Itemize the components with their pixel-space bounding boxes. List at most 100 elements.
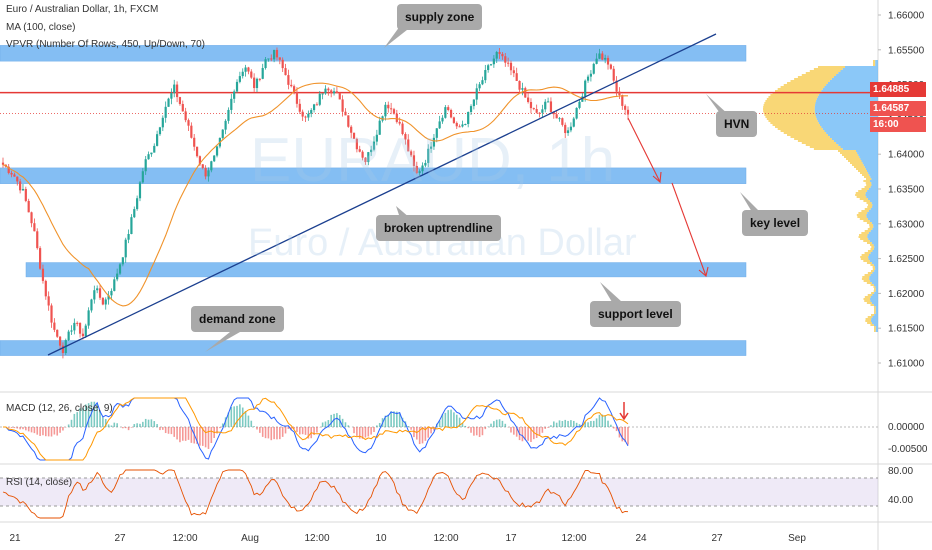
- candle-body: [24, 188, 27, 201]
- vpvr-bar-up: [765, 116, 817, 118]
- ma-legend[interactable]: MA (100, close): [6, 22, 76, 33]
- macd-hist-bar: [164, 427, 167, 434]
- vpvr-bar-up: [860, 172, 869, 174]
- vpvr-bar-down: [856, 150, 878, 152]
- time-tick-label: 10: [375, 533, 387, 544]
- vpvr-bar-down: [868, 238, 878, 240]
- vpvr-bar-down: [867, 198, 878, 200]
- candle-body: [347, 115, 350, 127]
- macd-hist-bar: [396, 411, 398, 427]
- vpvr-bar-down: [872, 204, 878, 206]
- callout-broken-uptrendline: broken uptrendline: [376, 215, 501, 241]
- macd-line: [3, 397, 629, 461]
- vpvr-bar-down: [875, 286, 878, 288]
- candle-body: [492, 58, 495, 65]
- time-tick-label: 24: [635, 533, 647, 544]
- candle-body: [253, 77, 256, 89]
- macd-hist-bar: [167, 427, 170, 434]
- vpvr-bar-up: [852, 164, 864, 166]
- vpvr-bar-up: [873, 286, 876, 288]
- macd-hist-bar: [572, 420, 575, 427]
- vpvr-bar-up: [864, 296, 871, 298]
- macd-hist-bar: [510, 427, 512, 433]
- vpvr-bar-down: [865, 168, 878, 170]
- vpvr-bar-down: [818, 94, 878, 96]
- vpvr-bar-down: [871, 262, 878, 264]
- candle-body: [472, 99, 475, 107]
- candle-body: [449, 109, 453, 118]
- macd-hist-bar: [555, 422, 558, 427]
- candle-body: [418, 171, 421, 174]
- vpvr-bar-down: [875, 326, 878, 328]
- vpvr-bar-down: [833, 76, 878, 78]
- vpvr-bar-down: [873, 226, 878, 228]
- vpvr-bar-down: [869, 240, 878, 242]
- macd-hist-bar: [458, 417, 461, 427]
- vpvr-legend[interactable]: VPVR (Number Of Rows, 450, Up/Down, 70): [6, 39, 205, 50]
- vpvr-bar-down: [870, 280, 878, 282]
- vpvr-bar-down: [875, 306, 878, 308]
- candle-body: [626, 109, 630, 115]
- pointer-supply-zone: [384, 26, 412, 48]
- macd-hist-bar: [504, 423, 507, 427]
- candle-body: [324, 88, 327, 94]
- vpvr-bar-down: [826, 132, 878, 134]
- vpvr-bar-up: [866, 184, 872, 186]
- macd-hist-bar: [484, 427, 487, 430]
- vpvr-bar-up: [866, 202, 872, 204]
- macd-hist-bar: [595, 418, 598, 427]
- vpvr-bar-up: [777, 128, 823, 130]
- vpvr-bar-down: [872, 322, 878, 324]
- candle-body: [487, 65, 490, 71]
- candle-body: [295, 92, 299, 104]
- vpvr-bar-down: [875, 60, 878, 62]
- macd-hist-bar: [447, 410, 450, 427]
- vpvr-bar-up: [783, 84, 827, 86]
- vpvr-bar-down: [875, 268, 878, 270]
- macd-hist-bar: [144, 418, 147, 427]
- candle-body: [544, 101, 547, 110]
- candle-body: [615, 80, 618, 92]
- candle-body: [181, 103, 184, 112]
- candle-body: [21, 188, 25, 191]
- candle-body: [518, 80, 521, 90]
- vpvr-bar-down: [869, 276, 878, 278]
- macd-hist-bar: [139, 423, 141, 427]
- macd-hist-bar: [353, 427, 355, 434]
- vpvr-bar-down: [875, 64, 878, 66]
- vpvr-bar-up: [866, 178, 872, 180]
- candle-body: [118, 264, 122, 274]
- vpvr-bar-down: [818, 122, 878, 124]
- macd-hist-bar: [427, 427, 430, 438]
- vpvr-bar-up: [865, 182, 872, 184]
- vpvr-bar-up: [874, 310, 876, 312]
- macd-hist-bar: [47, 427, 50, 437]
- candle-body: [44, 280, 47, 297]
- macd-hist-bar: [481, 427, 484, 436]
- vpvr-bar-up: [763, 110, 815, 112]
- candle-body: [504, 56, 507, 63]
- vpvr-bar-down: [829, 136, 878, 138]
- macd-hist-bar: [398, 413, 401, 427]
- vpvr-bar-up: [866, 242, 872, 244]
- macd-hist-bar: [453, 412, 455, 427]
- time-tick-label: 21: [9, 533, 21, 544]
- macd-hist-bar: [53, 427, 56, 435]
- macd-hist-bar: [378, 422, 381, 427]
- vpvr-bar-down: [864, 166, 878, 168]
- macd-hist-bar: [207, 427, 210, 449]
- vpvr-bar-up: [794, 138, 832, 140]
- macd-hist-bar: [259, 427, 261, 433]
- candle-body: [33, 223, 36, 232]
- macd-hist-bar: [219, 427, 221, 429]
- macd-hist-bar: [524, 427, 527, 440]
- vpvr-bar-up: [856, 168, 866, 170]
- candle-body: [56, 329, 59, 337]
- macd-hist-bar: [36, 427, 39, 435]
- candle-body: [561, 118, 564, 125]
- vpvr-bar-down: [869, 174, 878, 176]
- candle-body: [73, 322, 76, 331]
- watermark-ticker: EURAUD, 1h: [250, 126, 616, 195]
- candle-body: [509, 62, 513, 71]
